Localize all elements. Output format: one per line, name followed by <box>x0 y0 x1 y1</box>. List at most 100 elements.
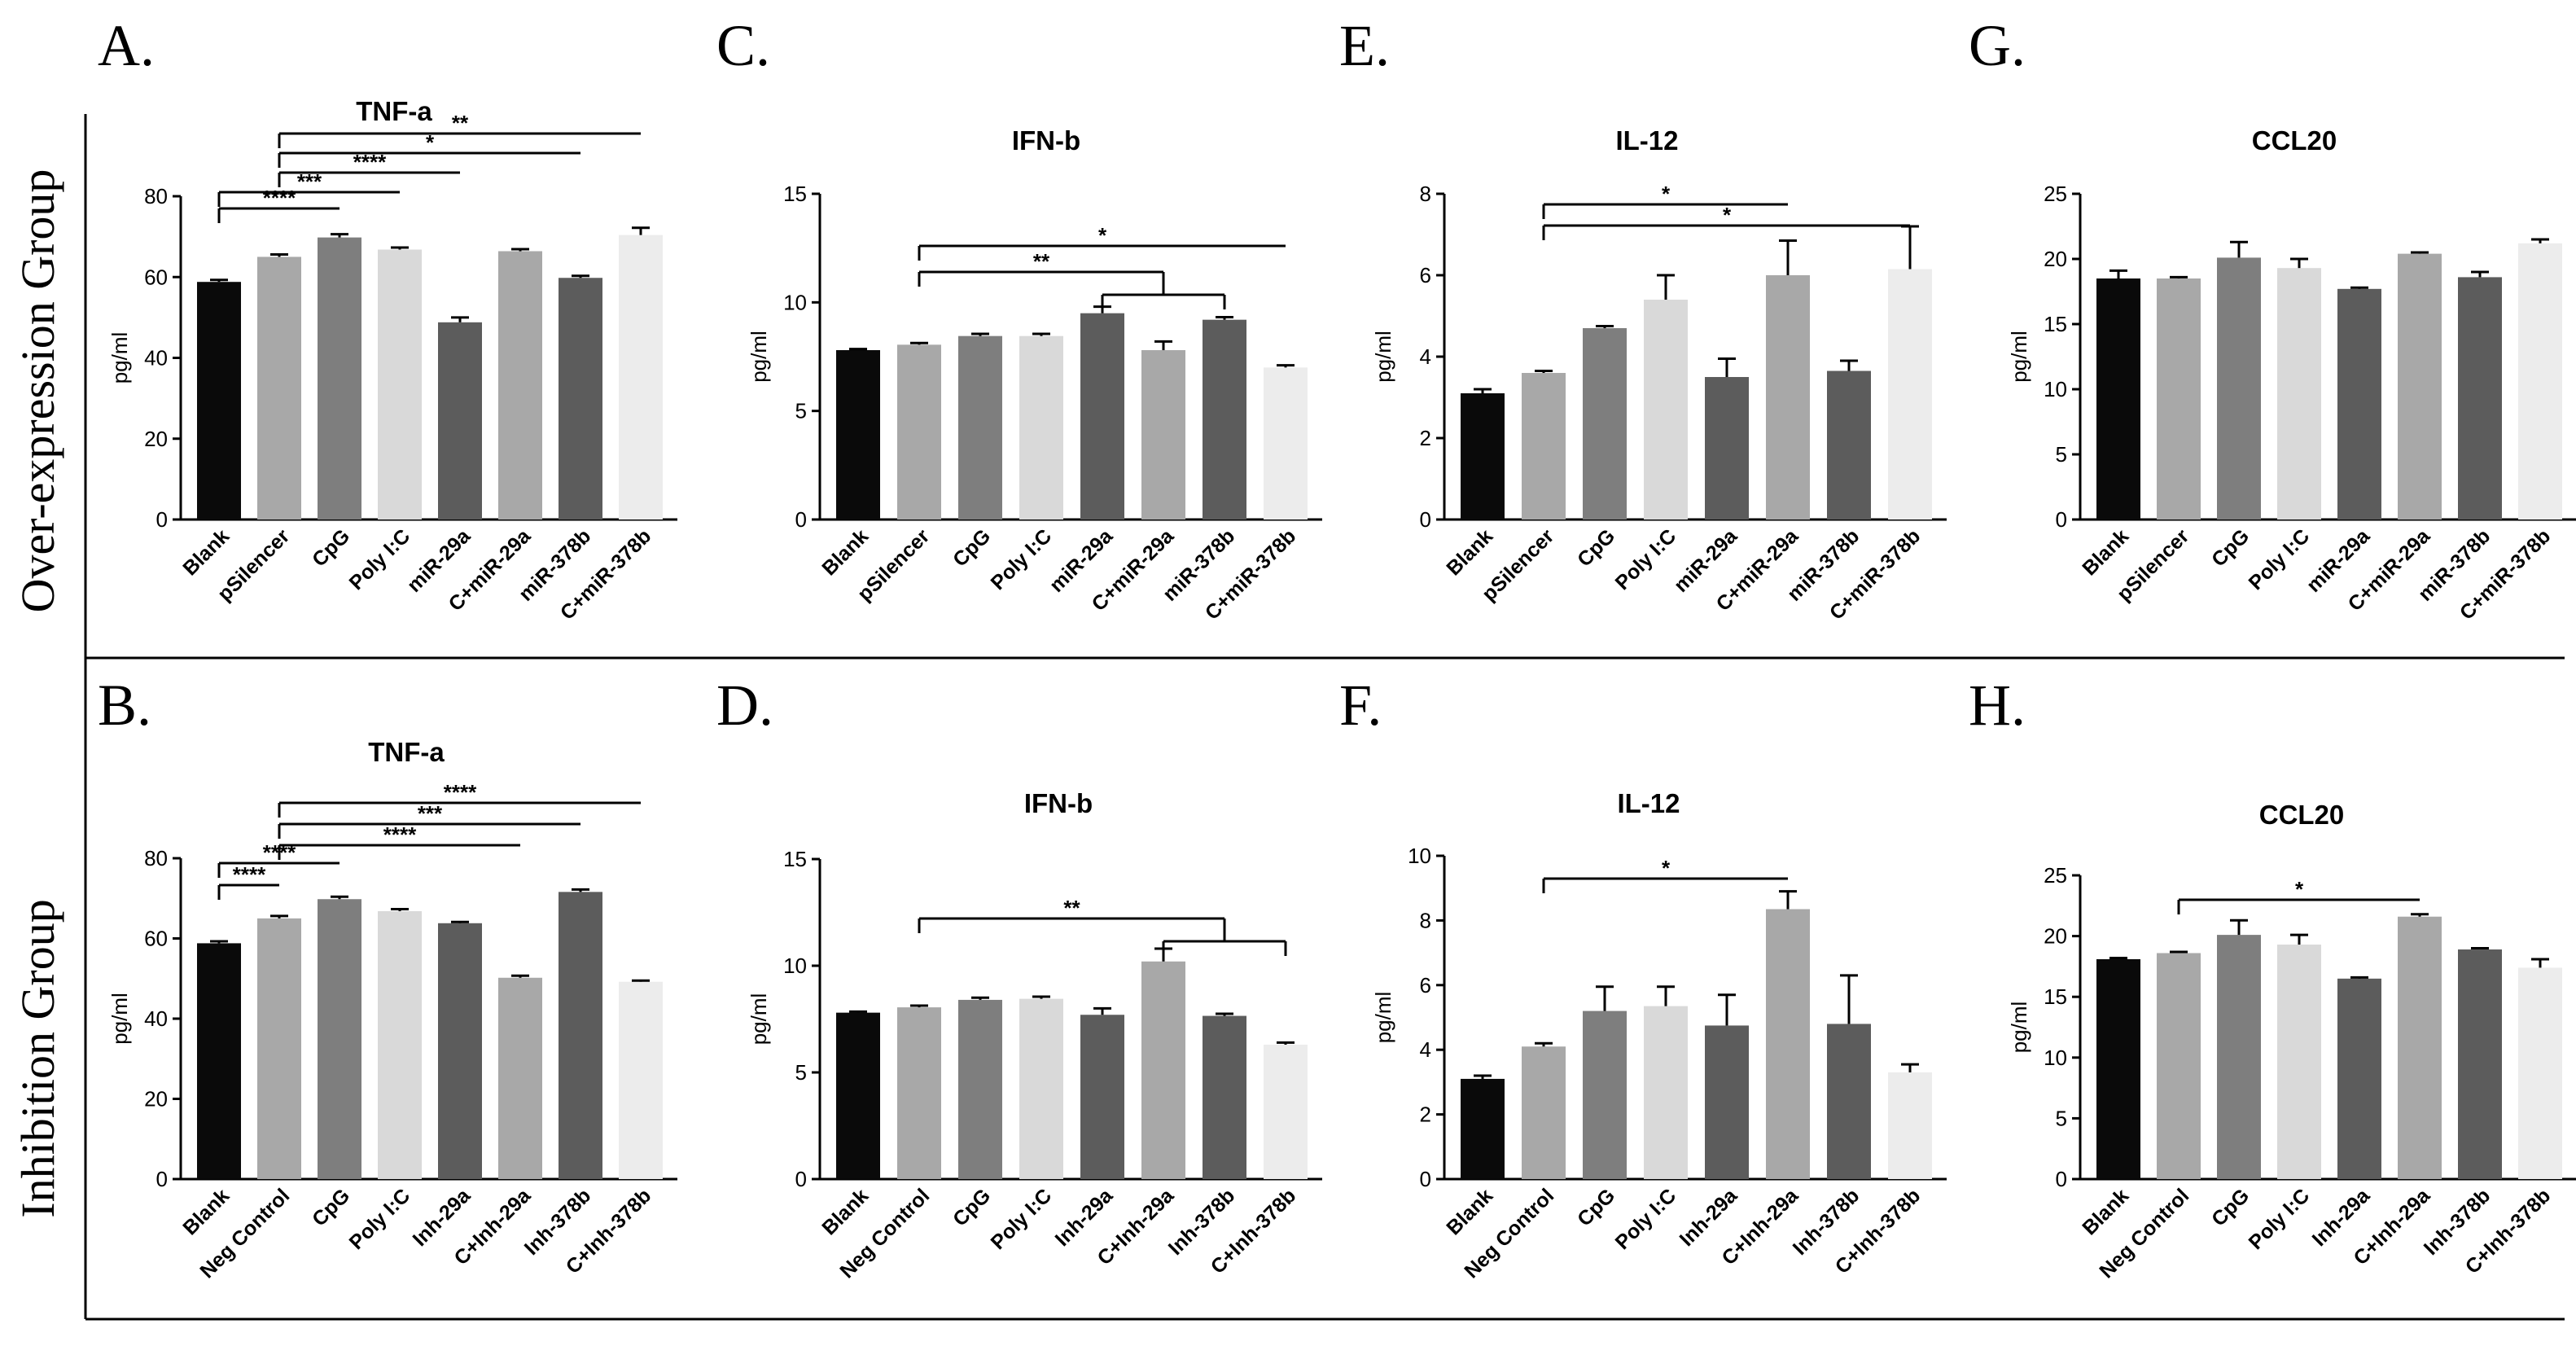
panel-letter-G: G. <box>1969 13 2026 78</box>
significance-label: **** <box>233 862 266 887</box>
bar <box>1583 328 1627 520</box>
bar <box>438 322 482 520</box>
bar <box>619 981 663 1179</box>
x-tick-label: Blank <box>817 1184 873 1239</box>
bar <box>2458 949 2502 1179</box>
significance-label: **** <box>383 822 417 847</box>
bar <box>958 335 1002 520</box>
bar <box>2217 935 2261 1179</box>
panel-letter-D: D. <box>716 673 773 738</box>
y-tick-label: 2 <box>1420 426 1431 450</box>
bar <box>197 282 241 520</box>
bar <box>1644 300 1688 520</box>
y-axis-label: pg/ml <box>2007 1002 2031 1054</box>
bar <box>1264 367 1308 520</box>
panel-letter-C: C. <box>716 13 770 78</box>
bar <box>1705 1025 1749 1179</box>
x-tick-label: Blank <box>178 1184 234 1239</box>
y-tick-label: 8 <box>1420 182 1431 206</box>
bar <box>2398 253 2442 520</box>
x-tick-label: Poly I:C <box>1611 524 1681 594</box>
x-tick-label: Blank <box>178 524 234 580</box>
significance-label: ** <box>452 111 469 135</box>
y-tick-label: 2 <box>1420 1103 1431 1127</box>
x-tick-label: CpG <box>2207 524 2254 571</box>
y-tick-label: 20 <box>144 427 168 451</box>
y-tick-label: 5 <box>2056 1106 2067 1130</box>
x-tick-label: Blank <box>1442 1184 1497 1239</box>
panel-letter-H: H. <box>1969 673 2026 738</box>
bar <box>318 899 361 1179</box>
bar <box>2398 916 2442 1179</box>
y-tick-label: 15 <box>783 847 807 871</box>
y-tick-label: 25 <box>2044 863 2067 888</box>
panel-letter-A: A. <box>98 13 155 78</box>
y-axis-label: pg/ml <box>747 993 771 1046</box>
bar <box>2217 257 2261 520</box>
significance-label: *** <box>418 801 443 826</box>
bar <box>897 344 941 520</box>
bar <box>2518 243 2562 520</box>
chart-title: TNF-a <box>368 737 445 767</box>
y-tick-label: 5 <box>795 399 807 423</box>
y-tick-label: 4 <box>1420 344 1431 369</box>
x-tick-label: Poly I:C <box>2245 524 2315 594</box>
y-tick-label: 8 <box>1420 908 1431 932</box>
y-tick-label: 0 <box>156 507 168 532</box>
bar <box>1583 1011 1627 1179</box>
bar <box>2157 278 2201 520</box>
bar <box>1080 313 1124 520</box>
x-tick-label: CpG <box>2207 1184 2254 1230</box>
y-tick-label: 5 <box>795 1060 807 1085</box>
y-tick-label: 25 <box>2044 182 2067 206</box>
x-tick-label: Poly I:C <box>345 1184 415 1254</box>
y-tick-label: 40 <box>144 346 168 370</box>
y-tick-label: 60 <box>144 265 168 289</box>
y-tick-label: 10 <box>2044 377 2067 401</box>
y-tick-label: 0 <box>2056 1167 2067 1191</box>
bar <box>2337 288 2381 520</box>
y-tick-label: 6 <box>1420 263 1431 287</box>
y-tick-label: 0 <box>156 1167 168 1191</box>
y-tick-label: 4 <box>1420 1037 1431 1062</box>
x-tick-label: Poly I:C <box>345 524 415 594</box>
y-tick-label: 15 <box>2044 312 2067 336</box>
bar <box>378 911 422 1179</box>
bar <box>438 923 482 1179</box>
bar <box>1827 370 1871 520</box>
y-axis-label: pg/ml <box>1371 331 1395 383</box>
significance-label: * <box>1662 182 1671 206</box>
bar <box>1019 335 1063 520</box>
x-tick-label: Poly I:C <box>1611 1184 1681 1254</box>
bar <box>1203 1015 1246 1179</box>
significance-label: * <box>1098 223 1107 248</box>
bar <box>2157 953 2201 1179</box>
bar <box>1766 909 1810 1179</box>
bar <box>2518 967 2562 1179</box>
bar <box>1203 319 1246 520</box>
bar <box>1080 1015 1124 1179</box>
x-tick-label: CpG <box>308 1184 354 1230</box>
y-axis-label: pg/ml <box>107 993 132 1045</box>
row-label-inhibition: Inhibition Group <box>11 899 64 1217</box>
significance-label: * <box>2295 877 2304 901</box>
x-tick-label: Blank <box>2078 1184 2133 1239</box>
significance-label: **** <box>444 780 477 805</box>
y-axis-label: pg/ml <box>747 331 771 383</box>
x-tick-label: CpG <box>948 524 995 571</box>
y-tick-label: 0 <box>2056 507 2067 532</box>
bar <box>1264 1044 1308 1179</box>
bar <box>197 943 241 1179</box>
bar <box>1705 377 1749 520</box>
